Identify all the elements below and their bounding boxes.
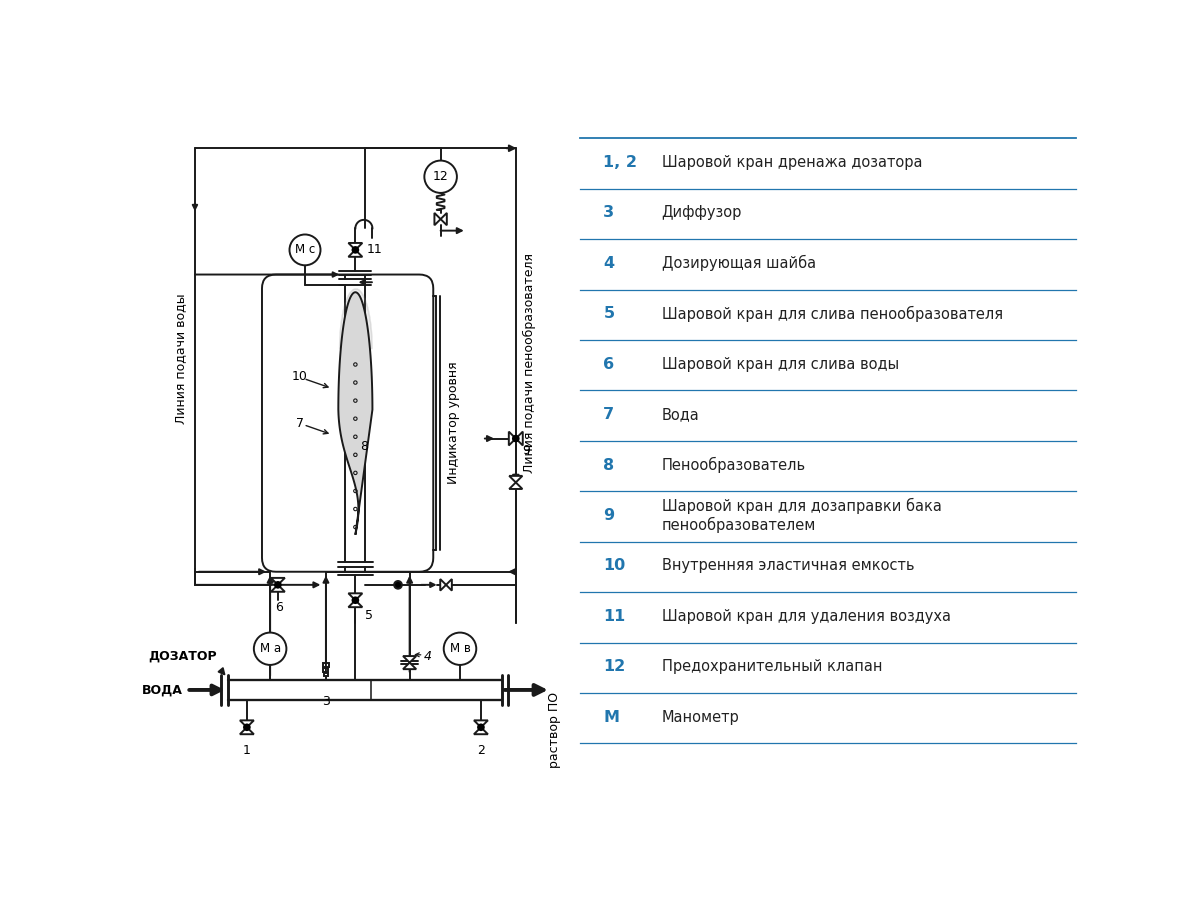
- Circle shape: [352, 597, 359, 604]
- Text: 3: 3: [604, 205, 614, 220]
- Text: Вода: Вода: [661, 407, 700, 422]
- Polygon shape: [403, 662, 416, 670]
- Circle shape: [478, 724, 485, 731]
- Text: М: М: [604, 710, 619, 725]
- Text: 5: 5: [604, 307, 614, 321]
- Polygon shape: [446, 579, 452, 590]
- Circle shape: [352, 246, 359, 253]
- Text: 11: 11: [366, 243, 382, 256]
- Circle shape: [394, 581, 402, 589]
- Text: Линия подачи воды: Линия подачи воды: [174, 294, 187, 425]
- Polygon shape: [338, 292, 372, 535]
- Text: 4: 4: [604, 256, 614, 271]
- Text: 1, 2: 1, 2: [604, 155, 637, 170]
- Text: Шаровой кран для слива воды: Шаровой кран для слива воды: [661, 356, 899, 372]
- Bar: [324, 672, 328, 676]
- Polygon shape: [509, 432, 516, 446]
- Circle shape: [425, 160, 457, 192]
- Text: Шаровой кран для слива пенообразователя: Шаровой кран для слива пенообразователя: [661, 306, 1003, 321]
- Text: раствор ПО: раствор ПО: [548, 692, 562, 767]
- Polygon shape: [440, 213, 446, 226]
- Polygon shape: [348, 593, 362, 600]
- Text: М а: М а: [259, 642, 281, 655]
- FancyBboxPatch shape: [262, 274, 433, 572]
- Circle shape: [512, 435, 520, 442]
- Text: 6: 6: [604, 356, 614, 372]
- Polygon shape: [434, 213, 440, 226]
- Text: 4: 4: [424, 650, 432, 663]
- Text: Шаровой кран для удаления воздуха: Шаровой кран для удаления воздуха: [661, 609, 950, 624]
- Polygon shape: [509, 476, 522, 483]
- Text: 3: 3: [322, 695, 330, 708]
- Text: Шаровой кран для дозаправки бака
пенообразователем: Шаровой кран для дозаправки бака пенообр…: [661, 498, 941, 533]
- Text: Диффузор: Диффузор: [661, 205, 742, 220]
- Polygon shape: [440, 579, 446, 590]
- Circle shape: [444, 633, 476, 665]
- Polygon shape: [509, 483, 522, 489]
- Polygon shape: [474, 720, 488, 728]
- Text: ДОЗАТОР: ДОЗАТОР: [148, 649, 217, 662]
- Text: Пенообразователь: Пенообразователь: [661, 457, 805, 473]
- Polygon shape: [403, 656, 416, 662]
- Polygon shape: [474, 728, 488, 734]
- Text: Манометр: Манометр: [661, 710, 739, 725]
- Polygon shape: [240, 720, 254, 728]
- Polygon shape: [240, 728, 254, 734]
- Circle shape: [289, 235, 320, 265]
- Text: Предохранительный клапан: Предохранительный клапан: [661, 659, 882, 674]
- Polygon shape: [271, 577, 284, 585]
- Text: 12: 12: [604, 659, 625, 674]
- Polygon shape: [516, 432, 523, 446]
- Bar: [324, 668, 329, 671]
- Text: 10: 10: [604, 558, 625, 574]
- Circle shape: [244, 724, 251, 731]
- Text: 8: 8: [360, 439, 368, 453]
- Text: 2: 2: [476, 744, 485, 757]
- Text: Индикатор уровня: Индикатор уровня: [446, 362, 460, 484]
- Polygon shape: [348, 600, 362, 607]
- Circle shape: [254, 633, 287, 665]
- Circle shape: [274, 581, 282, 589]
- Polygon shape: [348, 243, 362, 250]
- Text: М в: М в: [450, 642, 470, 655]
- Text: 10: 10: [292, 370, 307, 383]
- Bar: [323, 663, 329, 667]
- Text: ВОДА: ВОДА: [142, 683, 182, 696]
- Text: 12: 12: [433, 170, 449, 183]
- Text: 7: 7: [295, 416, 304, 429]
- Text: 9: 9: [604, 508, 614, 523]
- Text: Линия подачи пенообразователя: Линия подачи пенообразователя: [523, 252, 536, 472]
- Text: 1: 1: [242, 744, 251, 757]
- Text: 5: 5: [366, 609, 373, 623]
- Text: Шаровой кран дренажа дозатора: Шаровой кран дренажа дозатора: [661, 155, 922, 170]
- Polygon shape: [348, 250, 362, 257]
- Text: Внутренняя эластичная емкость: Внутренняя эластичная емкость: [661, 558, 914, 574]
- Text: М с: М с: [295, 243, 316, 256]
- Polygon shape: [271, 585, 284, 592]
- Text: 9: 9: [522, 444, 530, 458]
- Text: 7: 7: [604, 407, 614, 422]
- Text: 6: 6: [276, 601, 283, 614]
- Text: 11: 11: [604, 609, 625, 624]
- Text: 8: 8: [604, 458, 614, 472]
- Text: Дозирующая шайба: Дозирующая шайба: [661, 255, 816, 272]
